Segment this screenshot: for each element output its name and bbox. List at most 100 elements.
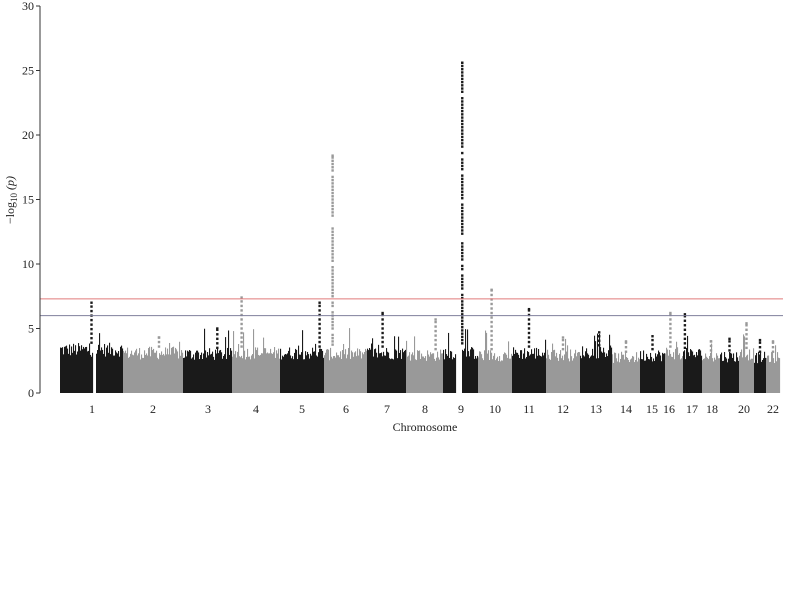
snp-column — [518, 354, 520, 393]
snp-point — [527, 322, 531, 326]
snp-point — [561, 338, 565, 342]
y-tick-label: 0 — [28, 386, 34, 400]
snp-column — [313, 351, 315, 393]
snp-column — [71, 346, 73, 393]
snp-column — [113, 355, 115, 393]
snp-column — [653, 358, 655, 393]
x-tick-label-chr-1: 1 — [89, 402, 95, 416]
snp-column — [319, 348, 321, 393]
chromosome-2-points — [123, 336, 184, 393]
x-tick-label-chr-10: 10 — [489, 402, 501, 416]
snp-column — [226, 358, 228, 393]
snp-column — [720, 354, 722, 393]
snp-point — [331, 311, 334, 314]
snp-column — [484, 350, 486, 393]
snp-column — [78, 343, 80, 393]
snp-point — [381, 331, 384, 335]
snp-point — [490, 293, 493, 297]
snp-column — [623, 354, 625, 393]
snp-point — [598, 339, 601, 342]
snp-point — [240, 327, 243, 330]
snp-column — [549, 358, 551, 393]
snp-column — [148, 348, 150, 393]
snp-column — [160, 354, 162, 393]
snp-point — [683, 319, 687, 322]
snp-column — [633, 356, 635, 393]
snp-point — [461, 219, 464, 222]
snp-column — [67, 348, 69, 393]
snp-point — [683, 324, 687, 327]
snp-point — [461, 100, 464, 103]
peak-snp-point — [745, 322, 748, 325]
snp-column — [102, 349, 104, 393]
snp-point — [771, 350, 775, 353]
snp-column — [162, 355, 164, 393]
snp-column — [546, 358, 548, 393]
chromosome-11-points — [512, 307, 547, 393]
snp-point — [331, 178, 334, 182]
snp-column — [724, 352, 726, 393]
snp-column — [669, 349, 671, 393]
snp-point — [331, 259, 334, 262]
snp-point — [758, 341, 762, 344]
snp-column — [126, 353, 128, 393]
snp-point — [461, 316, 464, 319]
snp-point — [527, 327, 531, 330]
snp-column — [728, 358, 730, 393]
snp-column — [402, 348, 404, 393]
snp-column — [197, 350, 199, 393]
snp-column — [447, 355, 449, 393]
snp-column — [380, 353, 382, 393]
snp-column — [165, 347, 167, 393]
snp-column — [495, 360, 497, 393]
snp-column — [480, 351, 482, 393]
snp-column — [592, 348, 594, 393]
snp-column — [287, 353, 289, 393]
peak-snp-point — [240, 296, 243, 299]
snp-point — [490, 320, 493, 324]
snp-point — [745, 333, 748, 336]
snp-column — [199, 359, 201, 393]
chromosome-6-points — [324, 154, 368, 393]
snp-column — [202, 359, 204, 393]
snp-column — [159, 353, 161, 393]
snp-column — [494, 353, 496, 393]
snp-point — [331, 166, 334, 169]
snp-column — [274, 347, 276, 393]
snp-column — [415, 359, 417, 393]
snp-column — [620, 358, 622, 393]
snp-column — [763, 358, 765, 393]
snp-point — [331, 169, 334, 172]
snp-column — [235, 351, 237, 393]
snp-column — [103, 353, 105, 393]
snp-column — [404, 350, 406, 393]
snp-column — [522, 358, 524, 393]
snp-column — [767, 355, 769, 393]
snp-point — [745, 346, 748, 350]
snp-column — [156, 350, 158, 393]
snp-column — [357, 348, 359, 393]
snp-column — [517, 352, 519, 393]
snp-column — [435, 360, 437, 393]
snp-column — [314, 351, 316, 393]
snp-column — [249, 356, 251, 393]
snp-column — [204, 328, 206, 393]
snp-column — [187, 350, 189, 393]
snp-point — [434, 343, 437, 346]
snp-point — [318, 313, 321, 317]
snp-point — [461, 226, 464, 229]
snp-column — [582, 346, 584, 393]
snp-column — [432, 353, 434, 393]
peak-snp-point — [683, 313, 687, 316]
snp-column — [101, 347, 103, 393]
snp-point — [461, 255, 464, 258]
chromosome-20-points — [739, 322, 755, 393]
snp-column — [590, 356, 592, 393]
snp-column — [251, 355, 253, 393]
snp-column — [734, 361, 736, 393]
snp-column — [86, 346, 88, 393]
snp-column — [307, 351, 309, 393]
snp-point — [331, 249, 334, 253]
snp-column — [537, 355, 539, 393]
